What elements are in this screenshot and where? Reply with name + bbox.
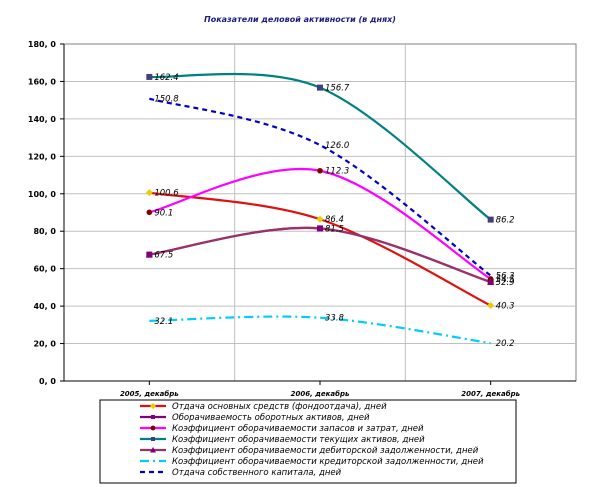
data-label: 67.5: [154, 251, 173, 261]
ytick-label: 60, 0: [33, 265, 56, 274]
series-line: [149, 315, 491, 345]
ytick-label: 80, 0: [33, 227, 56, 236]
ytick-label: 140, 0: [28, 115, 57, 124]
data-label: 54.5: [496, 275, 515, 285]
data-label: 81.5: [325, 224, 344, 234]
ytick-label: 100, 0: [28, 190, 57, 199]
legend-entry: Коэффициент оборачиваемости запасов и за…: [172, 424, 424, 434]
ytick-label: 0, 0: [39, 377, 56, 386]
legend-marker: [150, 403, 156, 409]
plot-area: [63, 43, 577, 382]
data-label: 100.6: [154, 189, 179, 199]
gridlines: [64, 44, 576, 381]
data-point: [316, 215, 324, 223]
data-label: 86.4: [325, 215, 344, 225]
ytick-label: 160, 0: [28, 77, 57, 86]
legend-marker: [151, 437, 155, 441]
data-label: 156.7: [325, 84, 350, 94]
data-label: 86.2: [496, 216, 515, 226]
plot-border: [63, 43, 577, 382]
data-label: 112.3: [325, 167, 349, 177]
data-label: 126.0: [325, 141, 349, 151]
data-label: 90.1: [154, 208, 173, 218]
ytick-label: 40, 0: [33, 302, 56, 311]
legend-entry: Отдача основных средств (фондоотдача), д…: [172, 402, 387, 412]
data-point: [487, 302, 495, 310]
legend-marker: [150, 447, 156, 453]
data-label: 33.8: [325, 314, 345, 324]
legend-entry: Оборачиваемость оборотных активов, дней: [172, 413, 370, 423]
legend-box: [99, 399, 517, 484]
data-label: 150.8: [154, 95, 179, 105]
legend: Отдача основных средств (фондоотдача), д…: [99, 399, 517, 484]
ytick-label: 180, 0: [28, 40, 57, 49]
data-point: [487, 278, 495, 285]
ytick-label: 20, 0: [33, 340, 56, 349]
legend-entry: Коэффициент оборачиваемости дебиторской …: [172, 446, 479, 456]
chart-title: Показатели деловой активности (в днях): [204, 15, 396, 24]
data-point: [317, 84, 323, 91]
data-labels: 100.6 86.4 40.3 67.5 81.5 52.9 90.1 112.3 54.5 16…: [154, 73, 514, 349]
legend-marker: [150, 425, 156, 431]
data-label: 162.4: [154, 73, 178, 83]
data-label: 40.3: [496, 302, 515, 312]
data-point: [146, 209, 153, 216]
legend-entry: Коэффициент оборачиваемости кредиторской…: [172, 457, 484, 467]
data-point: [487, 216, 494, 223]
data-label: 32.1: [154, 317, 173, 327]
data-point: [317, 167, 323, 174]
data-point: [146, 73, 153, 80]
axes: 0, 0 20, 0 40, 0 60, 0 80, 0 100, 0 120, 0 140,…: [28, 40, 576, 398]
data-label: 56.3: [496, 272, 515, 282]
legend-entry: Коэффициент оборачиваемости текущих акти…: [172, 435, 425, 445]
xtick-label: 2005, декабрь: [120, 390, 179, 398]
xtick-label: 2006, декабрь: [291, 390, 350, 398]
series-markers: [145, 73, 495, 310]
legend-marker: [151, 415, 155, 419]
xtick-label: 2007, декабрь: [461, 390, 520, 398]
data-point: [145, 189, 153, 197]
data-point: [145, 251, 153, 258]
data-point: [316, 224, 324, 232]
ytick-label: 120, 0: [28, 152, 57, 161]
legend-entry: Отдача собственного капитала, дней: [172, 468, 342, 478]
data-label: 52.9: [496, 278, 515, 288]
data-label: 20.2: [496, 339, 515, 349]
